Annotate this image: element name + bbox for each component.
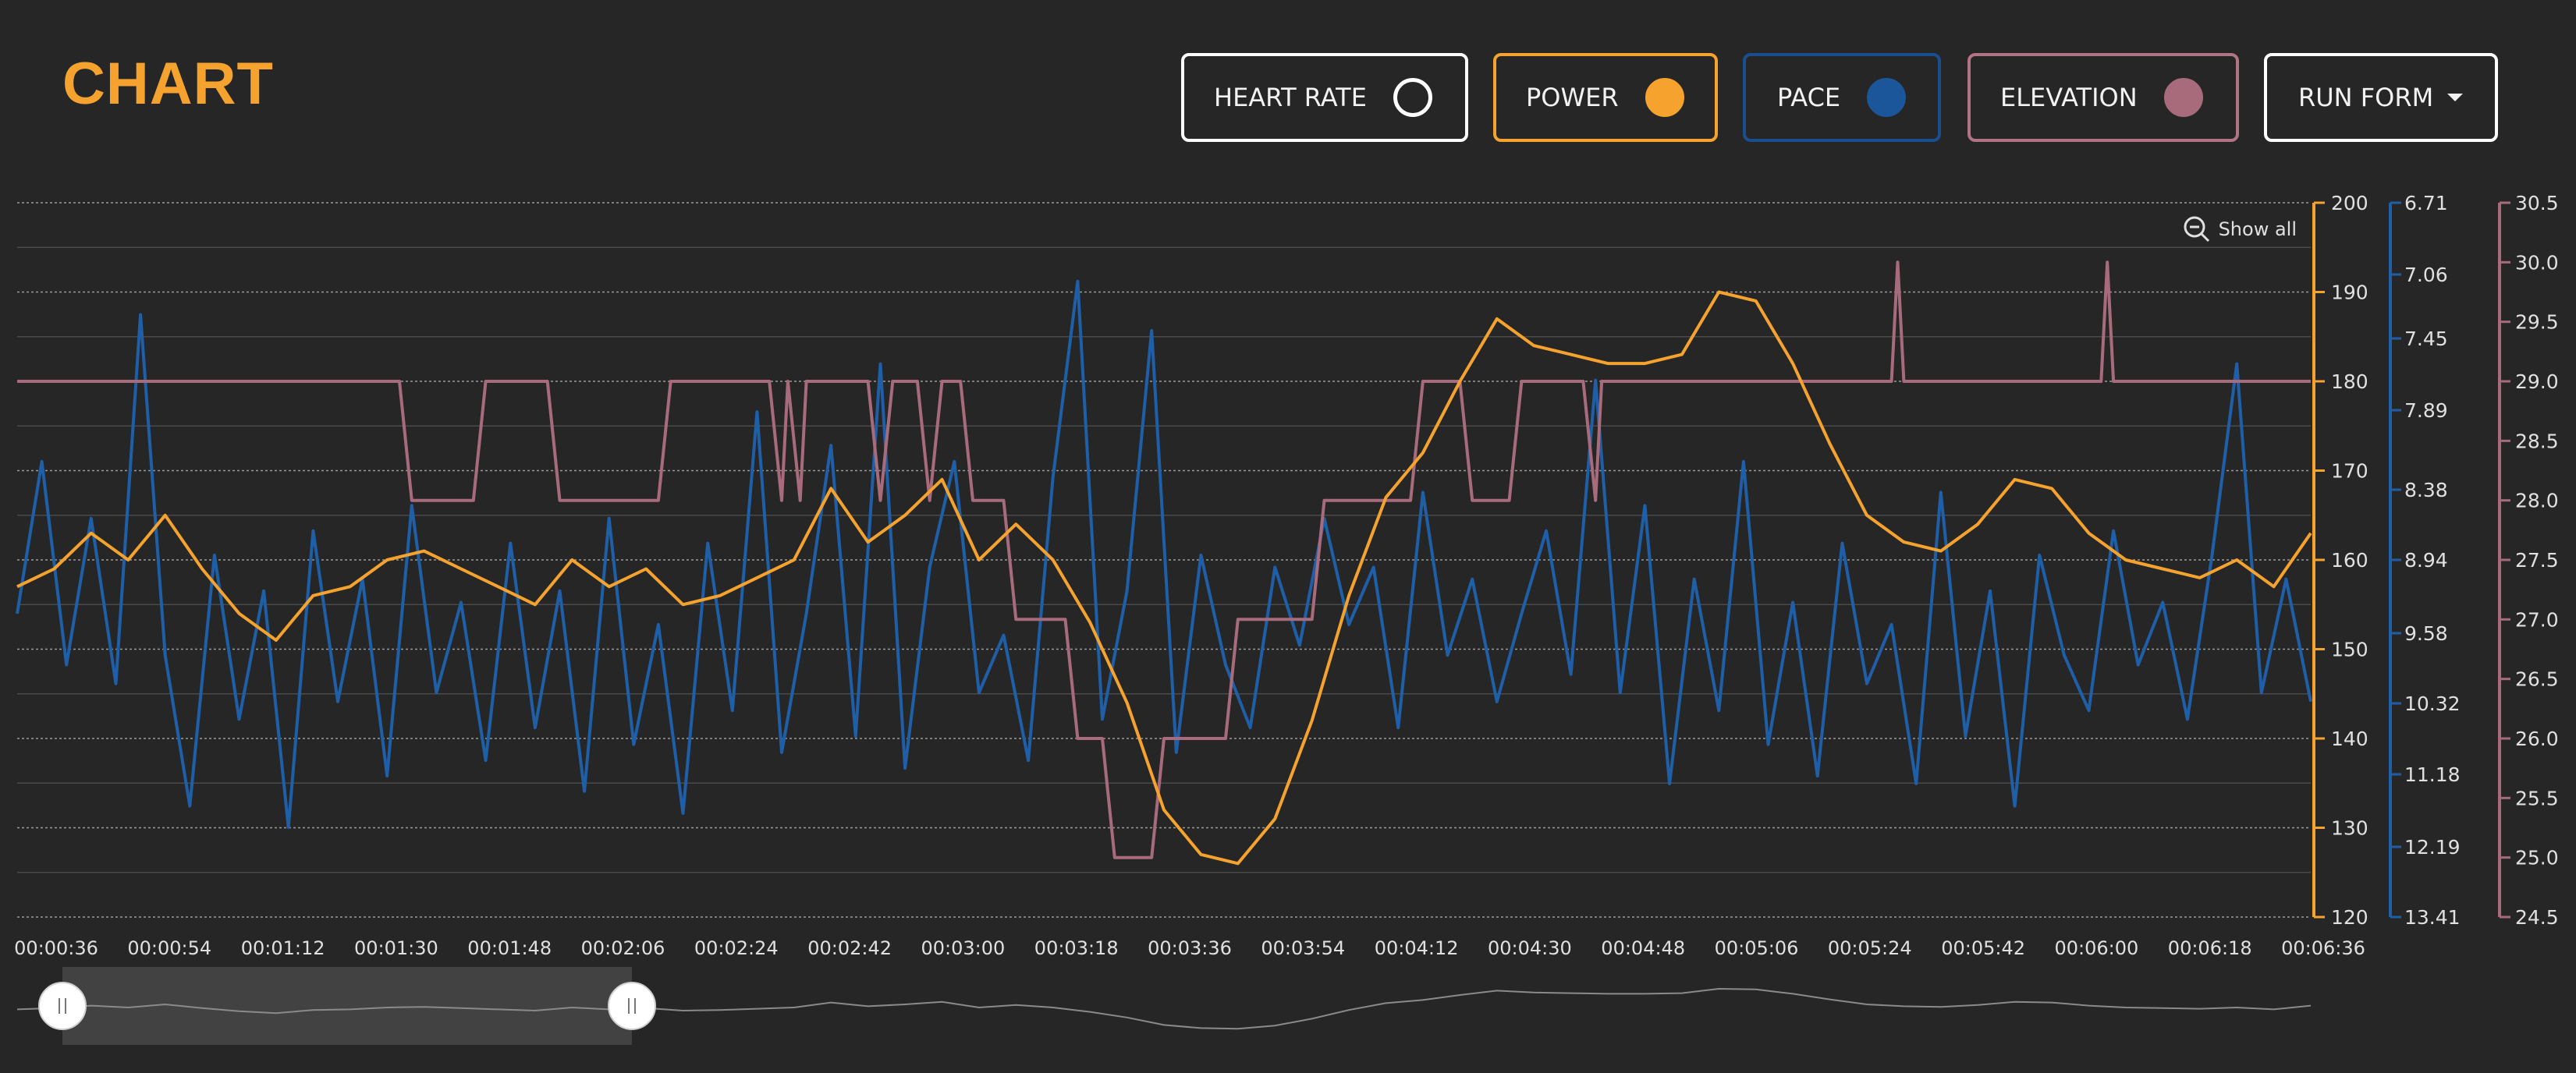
x-tick-label: 00:05:24 [1828,937,1912,959]
x-tick-label: 00:01:12 [241,937,325,959]
elevation-indicator-icon [2163,78,2203,117]
elevation-tick-label: 27.0 [2515,608,2559,631]
x-tick-label: 00:06:18 [2168,937,2252,959]
x-tick-label: 00:02:24 [694,937,779,959]
pace-tick-label: 9.58 [2404,622,2448,645]
x-tick-label: 00:03:36 [1148,937,1232,959]
navigator-right-handle[interactable] [608,982,656,1030]
pace-toggle-label: PACE [1777,83,1841,112]
power-tick-label: 120 [2331,906,2368,929]
run-form-dropdown[interactable]: RUN FORM [2264,53,2498,142]
show-all-label: Show all [2218,218,2297,240]
power-toggle[interactable]: POWER [1493,53,1718,142]
heart-rate-indicator-icon [1393,78,1432,117]
elevation-tick-label: 27.5 [2515,549,2559,572]
x-tick-label: 00:02:06 [581,937,665,959]
elevation-tick-label: 29.5 [2515,311,2559,334]
x-tick-label: 00:01:30 [354,937,438,959]
power-tick-label: 200 [2331,192,2368,214]
elevation-tick-label: 28.0 [2515,490,2559,512]
chevron-down-icon [2447,94,2464,101]
pace-series-line [16,279,2312,829]
x-tick-label: 00:03:18 [1034,937,1119,959]
power-tick-label: 190 [2331,282,2368,304]
x-tick-label: 00:05:42 [1941,937,2025,959]
x-tick-label: 00:00:36 [14,937,98,959]
elevation-tick-label: 25.0 [2515,847,2559,869]
power-tick-label: 170 [2331,460,2368,483]
show-all-button[interactable]: Show all [2183,215,2297,243]
navigator-series-line [16,987,2312,1030]
run-form-label: RUN FORM [2298,83,2434,112]
pace-tick-label: 12.19 [2404,836,2461,859]
power-indicator-icon [1645,78,1684,117]
elevation-tick-label: 25.5 [2515,787,2559,809]
x-tick-label: 00:03:00 [921,937,1006,959]
x-tick-label: 00:03:54 [1261,937,1345,959]
x-tick-label: 00:05:06 [1715,937,1799,959]
pace-indicator-icon [1867,78,1907,117]
heart-rate-toggle[interactable]: HEART RATE [1181,53,1468,142]
elevation-toggle[interactable]: ELEVATION [1967,53,2239,142]
navigator-left-handle[interactable] [38,982,87,1030]
pace-tick-label: 7.45 [2404,328,2448,350]
elevation-tick-label: 30.0 [2515,251,2559,274]
zoom-out-icon [2184,216,2209,243]
elevation-toggle-label: ELEVATION [2000,83,2138,112]
elevation-series-line [17,260,2311,859]
heart-rate-toggle-label: HEART RATE [1214,83,1367,112]
x-tick-label: 00:01:48 [467,937,552,959]
elevation-tick-label: 28.5 [2515,430,2559,452]
pace-tick-label: 8.94 [2404,549,2448,572]
power-series-line [16,290,2312,866]
x-tick-label: 00:06:00 [2055,937,2139,959]
power-tick-label: 130 [2331,817,2368,840]
power-tick-label: 160 [2331,549,2368,572]
x-tick-label: 00:04:30 [1488,937,1572,959]
elevation-tick-label: 26.0 [2515,728,2559,750]
x-tick-label: 00:02:42 [807,937,892,959]
power-toggle-label: POWER [1526,83,1619,112]
power-tick-label: 180 [2331,370,2368,393]
pace-tick-label: 11.18 [2404,763,2461,786]
page-title: CHART [62,51,274,117]
elevation-tick-label: 30.5 [2515,192,2559,214]
x-tick-label: 00:04:12 [1375,937,1459,959]
x-tick-label: 00:00:54 [127,937,211,959]
pace-tick-label: 13.41 [2404,906,2461,929]
elevation-tick-label: 24.5 [2515,906,2559,929]
x-tick-label: 00:04:48 [1601,937,1685,959]
navigator-selection [62,967,632,1045]
elevation-tick-label: 29.0 [2515,370,2559,393]
x-tick-label: 00:06:36 [2281,937,2365,959]
pace-tick-label: 7.06 [2404,264,2448,286]
pace-tick-label: 8.38 [2404,479,2448,501]
power-tick-label: 140 [2331,728,2368,750]
pace-tick-label: 7.89 [2404,399,2448,422]
pace-toggle[interactable]: PACE [1743,53,1941,142]
pace-tick-label: 10.32 [2404,692,2461,715]
power-tick-label: 150 [2331,639,2368,661]
elevation-tick-label: 26.5 [2515,668,2559,691]
pace-tick-label: 6.71 [2404,192,2448,214]
